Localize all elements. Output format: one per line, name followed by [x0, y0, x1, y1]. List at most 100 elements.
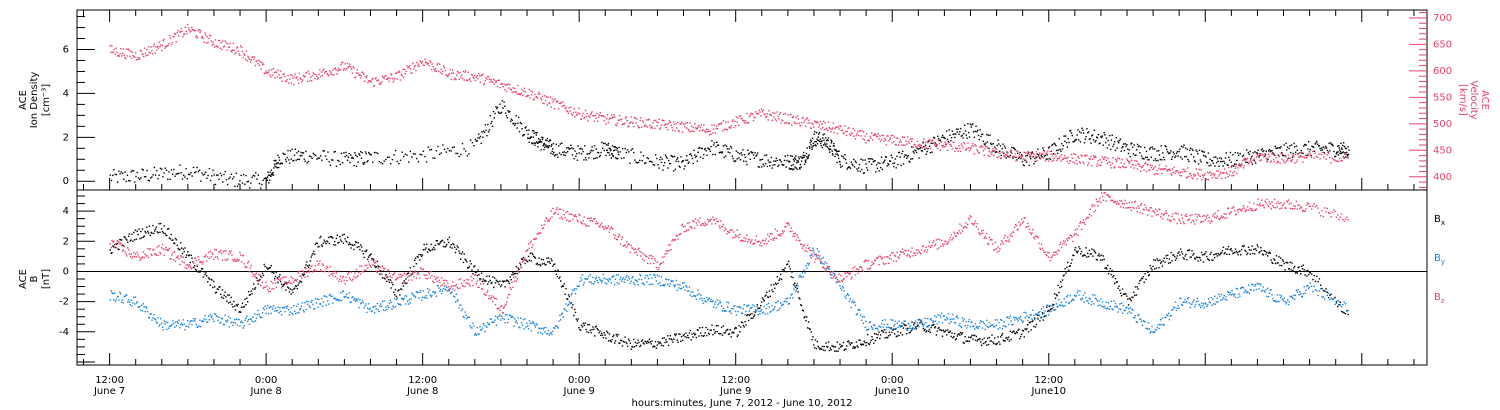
- density-point: [761, 158, 764, 160]
- bx-point: [968, 340, 971, 342]
- density-point: [1280, 146, 1282, 148]
- velocity-point: [1296, 159, 1298, 161]
- density-point: [759, 159, 761, 161]
- bx-point: [406, 282, 408, 284]
- bx-point: [992, 341, 994, 343]
- velocity-point: [552, 101, 554, 103]
- density-point: [528, 129, 530, 131]
- velocity-point: [881, 134, 883, 136]
- bx-point: [760, 305, 762, 307]
- by-point: [164, 323, 166, 325]
- velocity-point: [1243, 165, 1245, 167]
- bx-point: [1140, 279, 1142, 281]
- bx-point: [960, 333, 963, 335]
- density-point: [1185, 155, 1188, 158]
- bx-point: [910, 330, 912, 332]
- density-point: [1018, 156, 1020, 158]
- bx-point: [374, 266, 377, 269]
- velocity-point: [695, 128, 698, 130]
- bx-point: [800, 304, 803, 307]
- by-point: [181, 324, 184, 326]
- bx-point: [156, 231, 158, 233]
- velocity-point: [761, 111, 764, 113]
- velocity-point: [905, 140, 907, 142]
- bx-point: [1161, 265, 1164, 267]
- velocity-point: [1289, 157, 1291, 159]
- bx-point: [308, 264, 311, 266]
- bx-point: [995, 343, 998, 346]
- bx-point: [1243, 245, 1245, 247]
- density-point: [837, 150, 839, 153]
- bx-point: [831, 345, 833, 347]
- by-point: [170, 324, 172, 327]
- bx-point: [203, 271, 205, 273]
- by-point: [365, 303, 367, 305]
- velocity-point: [454, 77, 456, 79]
- bx-point: [317, 246, 319, 248]
- bx-point: [531, 252, 533, 254]
- bx-point: [1288, 268, 1291, 270]
- by-point: [291, 312, 293, 314]
- velocity-point: [1068, 162, 1070, 164]
- bx-point: [319, 237, 321, 239]
- density-point: [1193, 160, 1196, 162]
- x-tick-time: 12:00: [721, 375, 750, 386]
- velocity-point: [327, 74, 329, 76]
- velocity-point: [203, 41, 205, 43]
- density-point: [693, 149, 695, 152]
- velocity-point: [961, 145, 963, 147]
- bx-point: [194, 265, 196, 267]
- density-point: [1043, 155, 1046, 157]
- velocity-point: [485, 77, 487, 79]
- density-point: [1348, 149, 1350, 151]
- top-right-y-tick-label: 450: [1433, 145, 1452, 156]
- velocity-point: [481, 74, 483, 77]
- velocity-point: [1085, 155, 1087, 157]
- bx-point: [190, 254, 192, 256]
- bx-point: [1025, 328, 1027, 331]
- density-point: [674, 168, 676, 171]
- density-point: [920, 150, 923, 152]
- bx-point: [944, 330, 946, 333]
- velocity-point: [1211, 177, 1214, 179]
- density-point: [610, 149, 612, 151]
- velocity-point: [164, 47, 166, 49]
- bx-point: [1017, 329, 1019, 331]
- velocity-point: [1264, 155, 1267, 157]
- velocity-point: [1121, 158, 1123, 161]
- density-point: [368, 151, 370, 154]
- velocity-point: [895, 144, 897, 146]
- velocity-point: [611, 117, 614, 119]
- by-point: [308, 305, 311, 307]
- by-point: [200, 325, 202, 328]
- velocity-point: [1279, 162, 1281, 164]
- by-point: [307, 300, 310, 303]
- density-point: [1223, 160, 1225, 162]
- bx-point: [1305, 270, 1307, 272]
- by-point: [238, 318, 240, 321]
- by-point: [255, 317, 258, 319]
- density-point: [1336, 151, 1338, 154]
- bx-point: [361, 250, 364, 252]
- density-point: [608, 152, 610, 154]
- density-point: [1183, 144, 1185, 146]
- velocity-point: [1005, 153, 1007, 156]
- density-point: [241, 182, 244, 184]
- density-point: [1236, 159, 1238, 162]
- bx-point: [316, 242, 318, 245]
- density-point: [725, 155, 727, 157]
- density-point: [403, 155, 405, 158]
- density-point: [284, 153, 286, 155]
- by-point: [131, 305, 133, 307]
- density-point: [617, 153, 620, 156]
- density-point: [332, 159, 334, 161]
- by-point: [167, 327, 170, 329]
- velocity-point: [679, 123, 681, 125]
- velocity-point: [488, 78, 491, 81]
- density-point: [120, 171, 122, 173]
- density-point: [345, 151, 347, 154]
- velocity-point: [1143, 169, 1145, 171]
- velocity-point: [743, 122, 746, 124]
- density-point: [401, 151, 403, 153]
- velocity-point: [824, 122, 826, 124]
